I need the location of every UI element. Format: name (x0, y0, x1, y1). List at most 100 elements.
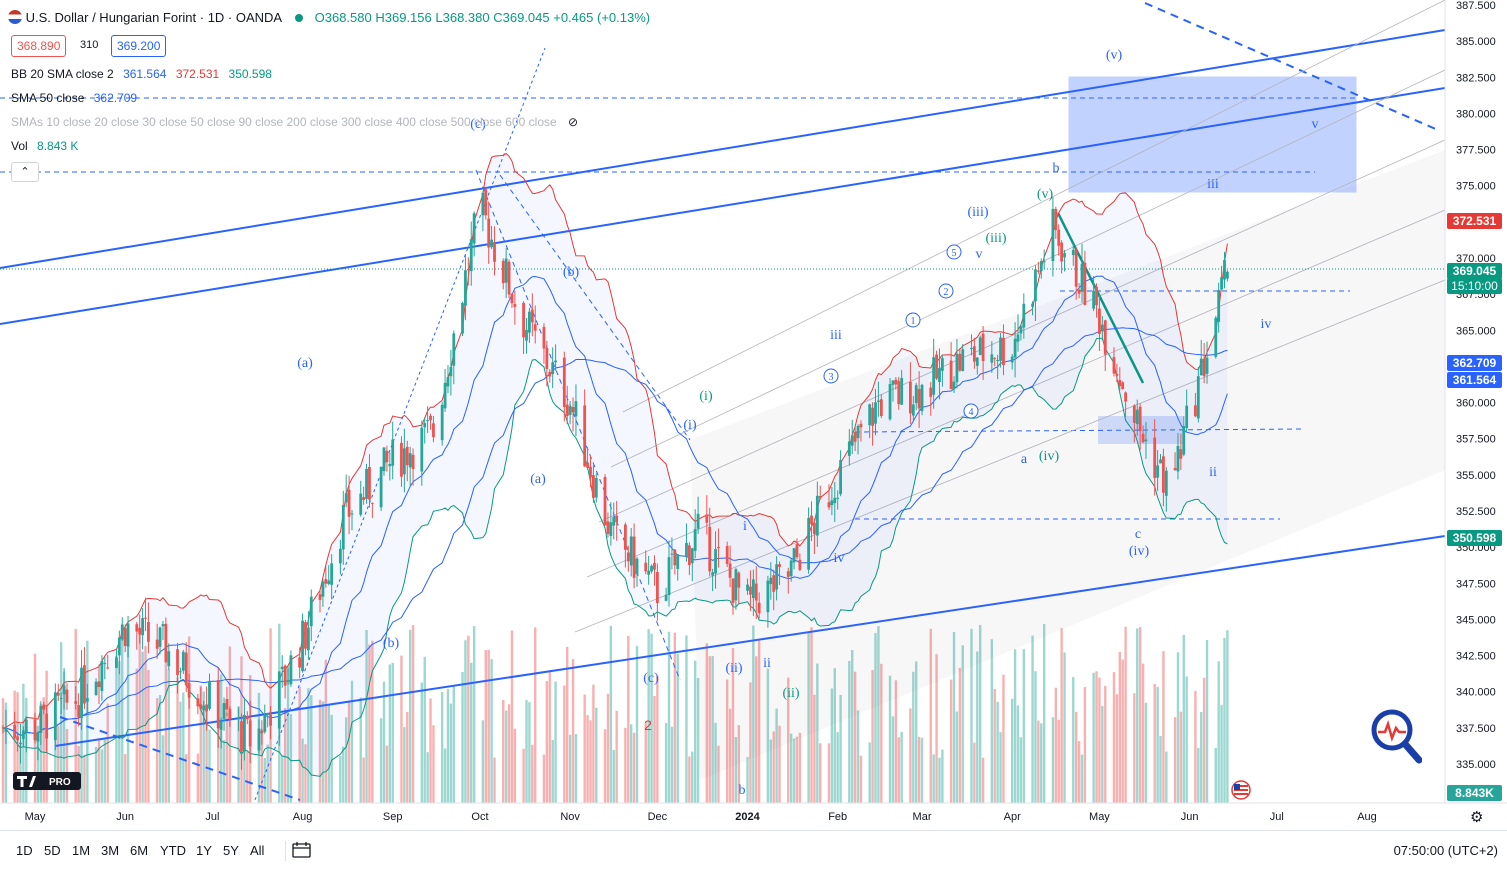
volume-bar (301, 738, 304, 803)
tradingview-logo[interactable]: PRO (13, 772, 81, 790)
candle-body (990, 354, 994, 363)
candle-body (106, 667, 110, 669)
volume-bar (182, 692, 185, 803)
timeframe-1y[interactable]: 1Y (196, 843, 212, 858)
timeframe-ytd[interactable]: YTD (160, 843, 186, 858)
magnifier-icon[interactable] (1370, 708, 1423, 764)
volume-bar (664, 723, 668, 803)
candle-body (1095, 286, 1098, 306)
candle-body (929, 387, 933, 397)
grey-channel-fill (690, 150, 1445, 780)
volume-bar (810, 627, 813, 803)
volume-bar (1057, 719, 1060, 803)
candle-body (1132, 405, 1136, 423)
volume-bar (766, 668, 770, 803)
price-tick-label: 365.000 (1456, 325, 1496, 337)
bottom-toolbar: 1D 5D 1M 3M 6M YTD 1Y 5Y All 07:50:00 (UTC+2) (0, 830, 1507, 871)
volume-bar (65, 728, 69, 803)
volume-legend[interactable]: Vol 8.843 K (11, 138, 78, 154)
volume-bar (755, 656, 758, 803)
clock-timezone[interactable]: 07:50:00 (UTC+2) (1393, 843, 1498, 858)
candle-body (1022, 303, 1026, 328)
candle-body (501, 260, 505, 284)
volume-bar (656, 675, 659, 803)
candle-body (368, 466, 371, 500)
candle-body (158, 627, 162, 647)
timeframe-1d[interactable]: 1D (16, 843, 33, 858)
price-tick-label: 357.500 (1456, 434, 1496, 446)
candle-body (542, 326, 546, 349)
volume-bar (874, 633, 877, 803)
candle-body (21, 730, 25, 739)
volume-bar (1115, 694, 1119, 803)
volume-bar (787, 677, 790, 803)
candle-body (4, 727, 8, 732)
candle-body (818, 496, 822, 499)
candle-body (80, 667, 83, 718)
candle-body (62, 685, 66, 695)
candle-body (731, 578, 735, 603)
candle-body (612, 517, 616, 526)
smas-legend[interactable]: SMAs 10 close 20 close 30 close 50 close… (11, 114, 578, 130)
candle-body (833, 497, 837, 504)
candle-body (161, 624, 165, 627)
sma50-legend[interactable]: SMA 50 close 362.709 (11, 90, 137, 106)
wave-label: (a) (530, 472, 546, 487)
axis-settings-gear-icon[interactable]: ⚙ (1470, 809, 1484, 826)
volume-bar (650, 633, 653, 803)
candle-body (1162, 456, 1165, 493)
candle-body (117, 637, 121, 656)
price-axis[interactable]: 387.500 385.000 382.500 380.000 377.500 375.0… (1444, 0, 1496, 803)
timeframe-5d[interactable]: 5D (44, 843, 61, 858)
candle-body (429, 415, 432, 421)
wave-label: iii (1207, 177, 1219, 192)
timeframe-5y[interactable]: 5Y (223, 843, 239, 858)
volume-bar (1179, 711, 1183, 803)
volume-bar (217, 720, 220, 803)
candle-body (181, 651, 185, 671)
timeframe-all[interactable]: All (250, 843, 265, 858)
time-axis[interactable]: May Jun Jul Aug Sep Oct Nov Dec 2024 Feb Mar Apr May… (0, 802, 1507, 823)
volume-bar (877, 626, 880, 803)
time-tick-label: Aug (1357, 811, 1377, 823)
economic-event-flag-icon[interactable] (1228, 780, 1254, 800)
dotted-fall-line-2 (499, 174, 691, 441)
volume-bar (1002, 674, 1005, 803)
hidden-eye-icon[interactable]: ⊘ (568, 115, 579, 129)
volume-bar (1019, 737, 1023, 803)
wave-label: c (1135, 527, 1141, 542)
timeframe-6m[interactable]: 6M (130, 843, 149, 858)
candle-body (525, 329, 528, 341)
volume-bar (432, 725, 435, 803)
candle-body (53, 692, 57, 741)
candle-body (327, 580, 331, 585)
sell-price-button[interactable]: 368.890 (11, 35, 67, 57)
candle-body (147, 621, 150, 642)
volume-bar (871, 670, 874, 803)
bb-indicator-legend[interactable]: BB 20 SMA close 2 361.564 372.531 350.59… (11, 66, 272, 82)
volume-bar (603, 729, 607, 803)
candle-body (443, 382, 447, 409)
timeframe-1m[interactable]: 1M (72, 843, 91, 858)
buy-price-button[interactable]: 369.200 (111, 35, 167, 57)
candle-body (391, 439, 395, 466)
dotted-fall-line (475, 169, 681, 681)
candle-body (1223, 260, 1226, 280)
volume-bar (339, 755, 342, 803)
candle-body (484, 189, 488, 216)
timeframe-3m[interactable]: 3M (101, 843, 120, 858)
volume-bar (833, 668, 836, 803)
volume-bar (243, 746, 246, 803)
candle-body (167, 651, 171, 667)
candle-body (1100, 324, 1104, 332)
candle-body (932, 357, 936, 395)
collapse-legend-button[interactable]: ⌃ (11, 162, 39, 182)
volume-bar (330, 714, 333, 803)
candle-body (897, 380, 901, 405)
candle-body (629, 536, 633, 566)
date-range-icon[interactable] (292, 841, 312, 859)
candle-body (626, 552, 630, 562)
vol-label: Vol (11, 139, 28, 153)
bb-mid-price-tag: 361.564 (1447, 372, 1502, 388)
